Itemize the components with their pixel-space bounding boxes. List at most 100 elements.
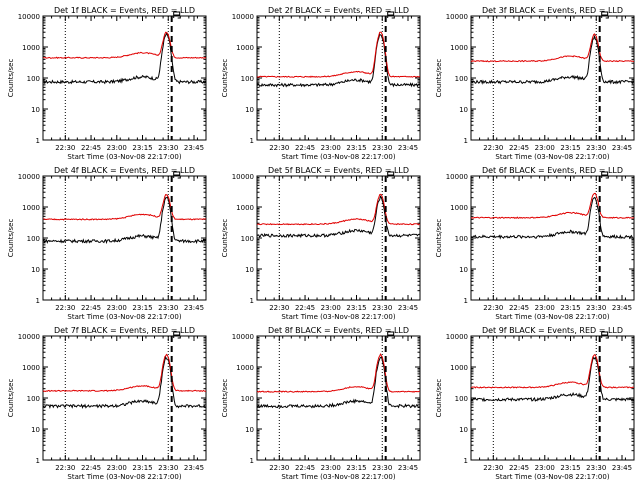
events-series-line [470,34,635,85]
detector-panel-7: Det 7f BLACK = Events, RED = LLD 1 10 100 10… [7,326,207,480]
x-axis-label: Start Time (03-Nov-08 22:17:00) [495,313,609,321]
x-tick-label: 23:45 [398,464,418,472]
lld-series-line [42,353,207,393]
x-tick-label: 22:30 [269,464,289,472]
panel-title: Det 9f BLACK = Events, RED = LLD [482,326,623,335]
x-tick-label: 22:30 [483,144,503,152]
x-tick-label: 22:45 [295,144,315,152]
detector-panel-9: Det 9f BLACK = Events, RED = LLD 1 10 100 10… [435,326,635,480]
events-series-line [42,196,207,245]
lld-series-line [43,194,207,221]
x-tick-label: 22:45 [81,464,101,472]
plot-frame [42,335,207,461]
x-tick-label: 23:45 [184,464,204,472]
x-tick-label: 22:45 [295,464,315,472]
events-series-line [42,32,207,85]
y-tick-label: 100 [455,235,468,243]
flag-marker-icon [387,171,395,179]
x-tick-label: 23:15 [560,464,580,472]
y-axis-label: Counts/sec [435,219,443,258]
y-tick-label: 100 [27,75,40,83]
flag-marker-icon [387,11,395,19]
y-tick-label: 1000 [450,204,468,212]
x-tick-label: 23:30 [372,304,392,312]
y-axis-label: Counts/sec [7,59,15,98]
x-tick-label: 23:30 [586,144,606,152]
detector-panel-6: Det 6f BLACK = Events, RED = LLD 1 10 100 10… [435,166,635,321]
x-tick-label: 23:00 [107,144,127,152]
x-axis-label: Start Time (03-Nov-08 22:17:00) [67,473,181,480]
plot-frame [256,15,421,141]
x-tick-label: 22:30 [269,144,289,152]
x-tick-label: 23:00 [321,464,341,472]
x-tick-label: 23:30 [158,464,178,472]
y-tick-label: 10 [245,426,254,434]
x-tick-label: 23:30 [372,144,392,152]
y-tick-label: 10 [245,106,254,114]
x-tick-label: 22:45 [509,304,529,312]
y-tick-label: 10000 [232,173,254,181]
plot-frame [256,335,421,461]
y-tick-label: 100 [27,235,40,243]
x-tick-label: 23:30 [372,464,392,472]
y-tick-label: 10000 [446,173,468,181]
x-axis-label: Start Time (03-Nov-08 22:17:00) [67,153,181,161]
y-tick-label: 100 [241,75,254,83]
x-tick-label: 23:45 [612,304,632,312]
x-tick-label: 23:00 [321,304,341,312]
x-tick-label: 22:45 [81,144,101,152]
y-tick-label: 10000 [18,333,40,341]
x-tick-label: 22:30 [55,144,75,152]
y-tick-label: 1000 [450,44,468,52]
x-tick-label: 22:45 [295,304,315,312]
y-axis-label: Counts/sec [221,219,229,258]
x-tick-label: 23:00 [107,464,127,472]
detector-panel-3: Det 3f BLACK = Events, RED = LLD 1 10 100 10… [435,6,635,161]
detector-panel-5: Det 5f BLACK = Events, RED = LLD 1 10 100 10… [221,166,421,321]
x-tick-label: 22:45 [509,144,529,152]
y-tick-label: 1 [464,297,468,305]
x-tick-label: 23:45 [612,464,632,472]
y-tick-label: 10000 [446,333,468,341]
panel-title: Det 7f BLACK = Events, RED = LLD [54,326,195,335]
lld-series-line [256,352,421,393]
flag-marker-icon [173,171,181,179]
flag-marker-icon [173,11,181,19]
x-tick-label: 23:00 [535,144,555,152]
panel-title: Det 2f BLACK = Events, RED = LLD [268,6,409,15]
x-tick-label: 23:45 [612,144,632,152]
x-tick-label: 22:30 [483,464,503,472]
y-tick-label: 10 [245,266,254,274]
y-tick-label: 1 [250,457,254,465]
plot-frame [42,15,207,141]
y-tick-label: 1000 [236,44,254,52]
x-tick-label: 23:00 [107,304,127,312]
flag-marker-icon [601,11,609,19]
y-tick-label: 1 [36,297,40,305]
x-tick-label: 22:30 [269,304,289,312]
y-tick-label: 10000 [446,13,468,21]
panel-title: Det 3f BLACK = Events, RED = LLD [482,6,623,15]
x-tick-label: 23:30 [158,304,178,312]
panel-title: Det 8f BLACK = Events, RED = LLD [268,326,409,335]
x-tick-label: 23:15 [132,304,152,312]
y-tick-label: 100 [27,395,40,403]
panel-title: Det 4f BLACK = Events, RED = LLD [54,166,195,175]
x-tick-label: 23:00 [535,304,555,312]
x-axis-label: Start Time (03-Nov-08 22:17:00) [281,153,395,161]
x-tick-label: 23:30 [586,304,606,312]
x-tick-label: 23:00 [535,464,555,472]
y-tick-label: 1 [36,137,40,145]
y-axis-label: Counts/sec [435,59,443,98]
x-tick-label: 23:15 [346,304,366,312]
y-tick-label: 100 [241,235,254,243]
x-tick-label: 23:00 [321,144,341,152]
y-tick-label: 10 [31,426,40,434]
x-tick-label: 23:15 [132,464,152,472]
y-tick-label: 10 [459,266,468,274]
x-tick-label: 23:45 [398,304,418,312]
y-tick-label: 1 [36,457,40,465]
events-series-line [470,196,635,240]
y-tick-label: 10 [31,106,40,114]
